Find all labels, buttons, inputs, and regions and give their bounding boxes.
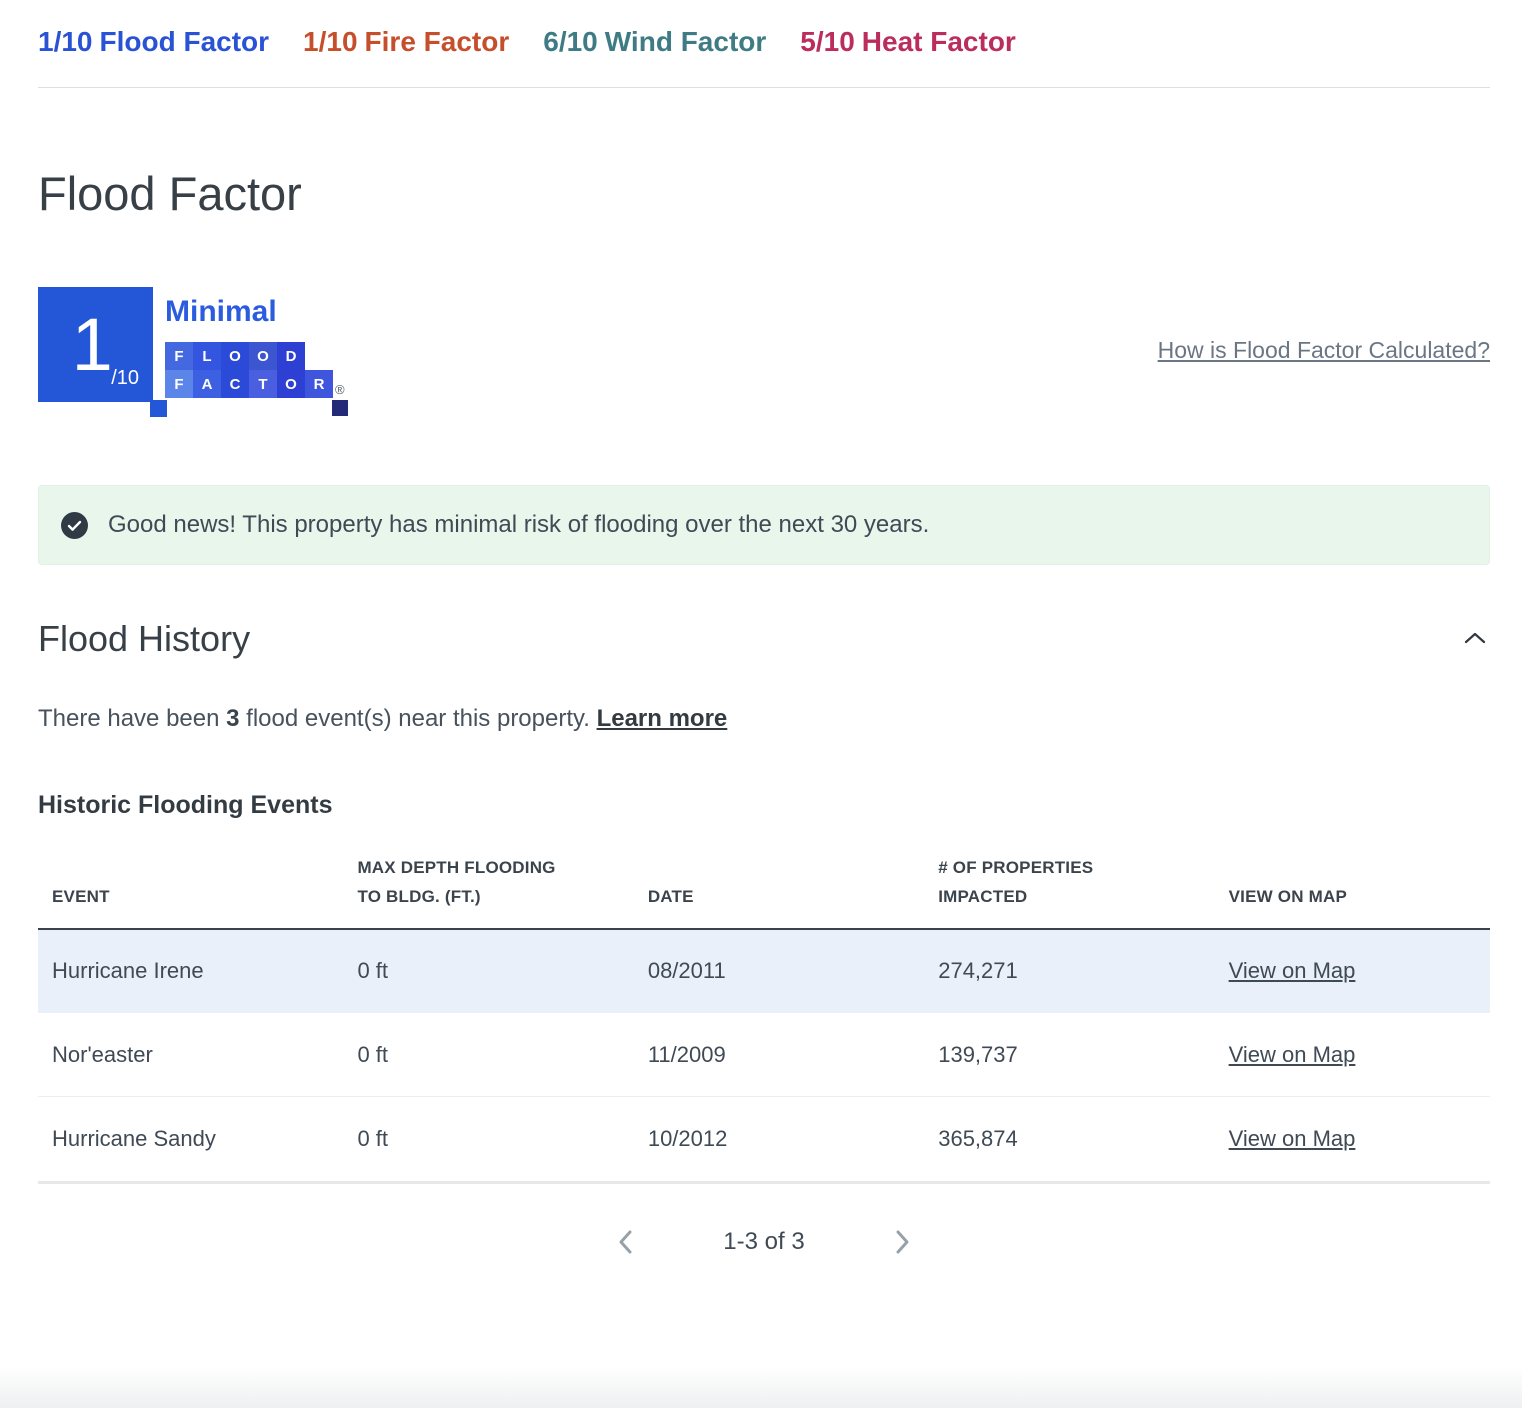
logo-tile: T <box>249 370 277 398</box>
properties-cell: 274,271 <box>938 928 1229 1013</box>
badge-connector-square <box>150 400 167 417</box>
pagination-range-label: 1-3 of 3 <box>723 1227 805 1255</box>
logo-tile: O <box>249 342 277 370</box>
registered-trademark-symbol: ® <box>335 382 345 397</box>
tab-flood-factor[interactable]: 1/10 Flood Factor <box>38 26 269 58</box>
column-header-event: EVENT <box>38 854 358 930</box>
risk-factor-nav: 1/10 Flood Factor 1/10 Fire Factor 6/10 Win… <box>38 0 1490 88</box>
logo-row-factor: F A C T O R <box>165 370 333 398</box>
table-row: Hurricane Irene 0 ft 08/2011 274,271 Vie… <box>38 928 1490 1013</box>
fire-label: Fire Factor <box>364 26 510 57</box>
flood-factor-badge-row: 1 /10 Minimal F L O O D F A C T O <box>38 287 1490 419</box>
date-cell: 11/2009 <box>647 1012 939 1098</box>
flood-events-summary: There have been 3 flood event(s) near th… <box>38 705 1490 733</box>
depth-cell: 0 ft <box>357 1012 648 1098</box>
event-count: 3 <box>226 705 240 732</box>
depth-cell: 0 ft <box>357 1126 389 1152</box>
logo-tile: F <box>165 342 193 370</box>
logo-tile: C <box>221 370 249 398</box>
page-title: Flood Factor <box>38 167 302 220</box>
logo-tile: O <box>277 370 305 398</box>
historic-events-title: Historic Flooding Events <box>38 791 333 819</box>
tab-heat-factor[interactable]: 5/10 Heat Factor <box>800 26 1016 58</box>
logo-tile: D <box>277 342 305 370</box>
previous-page-button[interactable] <box>614 1226 637 1258</box>
next-page-button[interactable] <box>891 1226 914 1258</box>
flood-score-denominator: /10 <box>111 367 139 389</box>
column-header-max-depth: MAX DEPTH FLOODING TO BLDG. (FT.) <box>357 854 648 930</box>
view-on-map-link[interactable]: View on Map <box>1228 958 1356 984</box>
column-header-properties-impacted: # OF PROPERTIES IMPACTED <box>938 854 1229 930</box>
logo-tile: L <box>193 342 221 370</box>
good-news-banner: Good news! This property has minimal ris… <box>38 485 1490 565</box>
flood-factor-badge: 1 /10 Minimal F L O O D F A C T O <box>38 287 388 419</box>
flood-score-square: 1 /10 <box>38 287 153 402</box>
bottom-scroll-fade <box>0 1366 1522 1408</box>
flood-score-number: 1 <box>71 302 113 386</box>
flood-history-header: Flood History <box>38 621 1490 657</box>
column-header-date: DATE <box>647 854 939 930</box>
heat-label: Heat Factor <box>861 26 1016 57</box>
flood-history-title: Flood History <box>38 618 251 659</box>
flood-factor-logo: F L O O D F A C T O R <box>165 342 333 398</box>
heat-score: 5/10 <box>800 26 855 57</box>
date-cell: 08/2011 <box>647 928 939 1013</box>
fire-score: 1/10 <box>303 26 358 57</box>
logo-tile: A <box>193 370 221 398</box>
historic-events-table: EVENT MAX DEPTH FLOODING TO BLDG. (FT.) … <box>38 854 1490 1181</box>
properties-cell: 139,737 <box>938 1012 1229 1098</box>
event-name-cell: Hurricane Irene <box>38 928 358 1013</box>
badge-end-square <box>332 400 348 416</box>
view-on-map-link[interactable]: View on Map <box>1228 1126 1356 1152</box>
check-circle-icon <box>61 511 88 539</box>
how-calculated-link[interactable]: How is Flood Factor Calculated? <box>1157 337 1490 363</box>
date-cell: 10/2012 <box>647 1126 728 1152</box>
tab-fire-factor[interactable]: 1/10 Fire Factor <box>303 26 509 58</box>
column-header-view-on-map: VIEW ON MAP <box>1228 854 1490 930</box>
flood-score: 1/10 <box>38 26 93 57</box>
event-name-cell: Nor'easter <box>38 1012 358 1098</box>
summary-suffix: flood event(s) near this property. <box>246 705 597 732</box>
properties-cell: 365,874 <box>938 1126 1018 1152</box>
logo-tile: O <box>221 342 249 370</box>
historic-events-table-wrap: EVENT MAX DEPTH FLOODING TO BLDG. (FT.) … <box>38 854 1490 1184</box>
wind-label: Wind Factor <box>604 26 767 57</box>
wind-score: 6/10 <box>543 26 598 57</box>
logo-row-flood: F L O O D <box>165 342 333 370</box>
chevron-right-icon <box>895 1230 910 1257</box>
table-row: Nor'easter 0 ft 11/2009 139,737 View on … <box>38 1012 1490 1098</box>
table-header-row: EVENT MAX DEPTH FLOODING TO BLDG. (FT.) … <box>38 854 1490 930</box>
view-on-map-link[interactable]: View on Map <box>1228 1041 1356 1067</box>
table-row: Hurricane Sandy 0 ft 10/2012 365,874 Vie… <box>38 1097 1490 1181</box>
logo-tile: F <box>165 370 193 398</box>
logo-tile: R <box>305 370 333 398</box>
learn-more-link[interactable]: Learn more <box>596 705 728 732</box>
chevron-up-icon <box>1464 632 1486 648</box>
collapse-section-button[interactable] <box>1460 627 1490 652</box>
chevron-left-icon <box>618 1230 633 1257</box>
summary-prefix: There have been <box>38 705 227 732</box>
event-name-cell: Hurricane Sandy <box>52 1126 216 1152</box>
good-news-message: Good news! This property has minimal ris… <box>108 511 930 538</box>
tab-wind-factor[interactable]: 6/10 Wind Factor <box>543 26 766 58</box>
flood-label: Flood Factor <box>99 26 270 57</box>
depth-cell: 0 ft <box>357 928 648 1013</box>
severity-label: Minimal <box>165 295 277 328</box>
table-pagination: 1-3 of 3 <box>38 1226 1490 1258</box>
